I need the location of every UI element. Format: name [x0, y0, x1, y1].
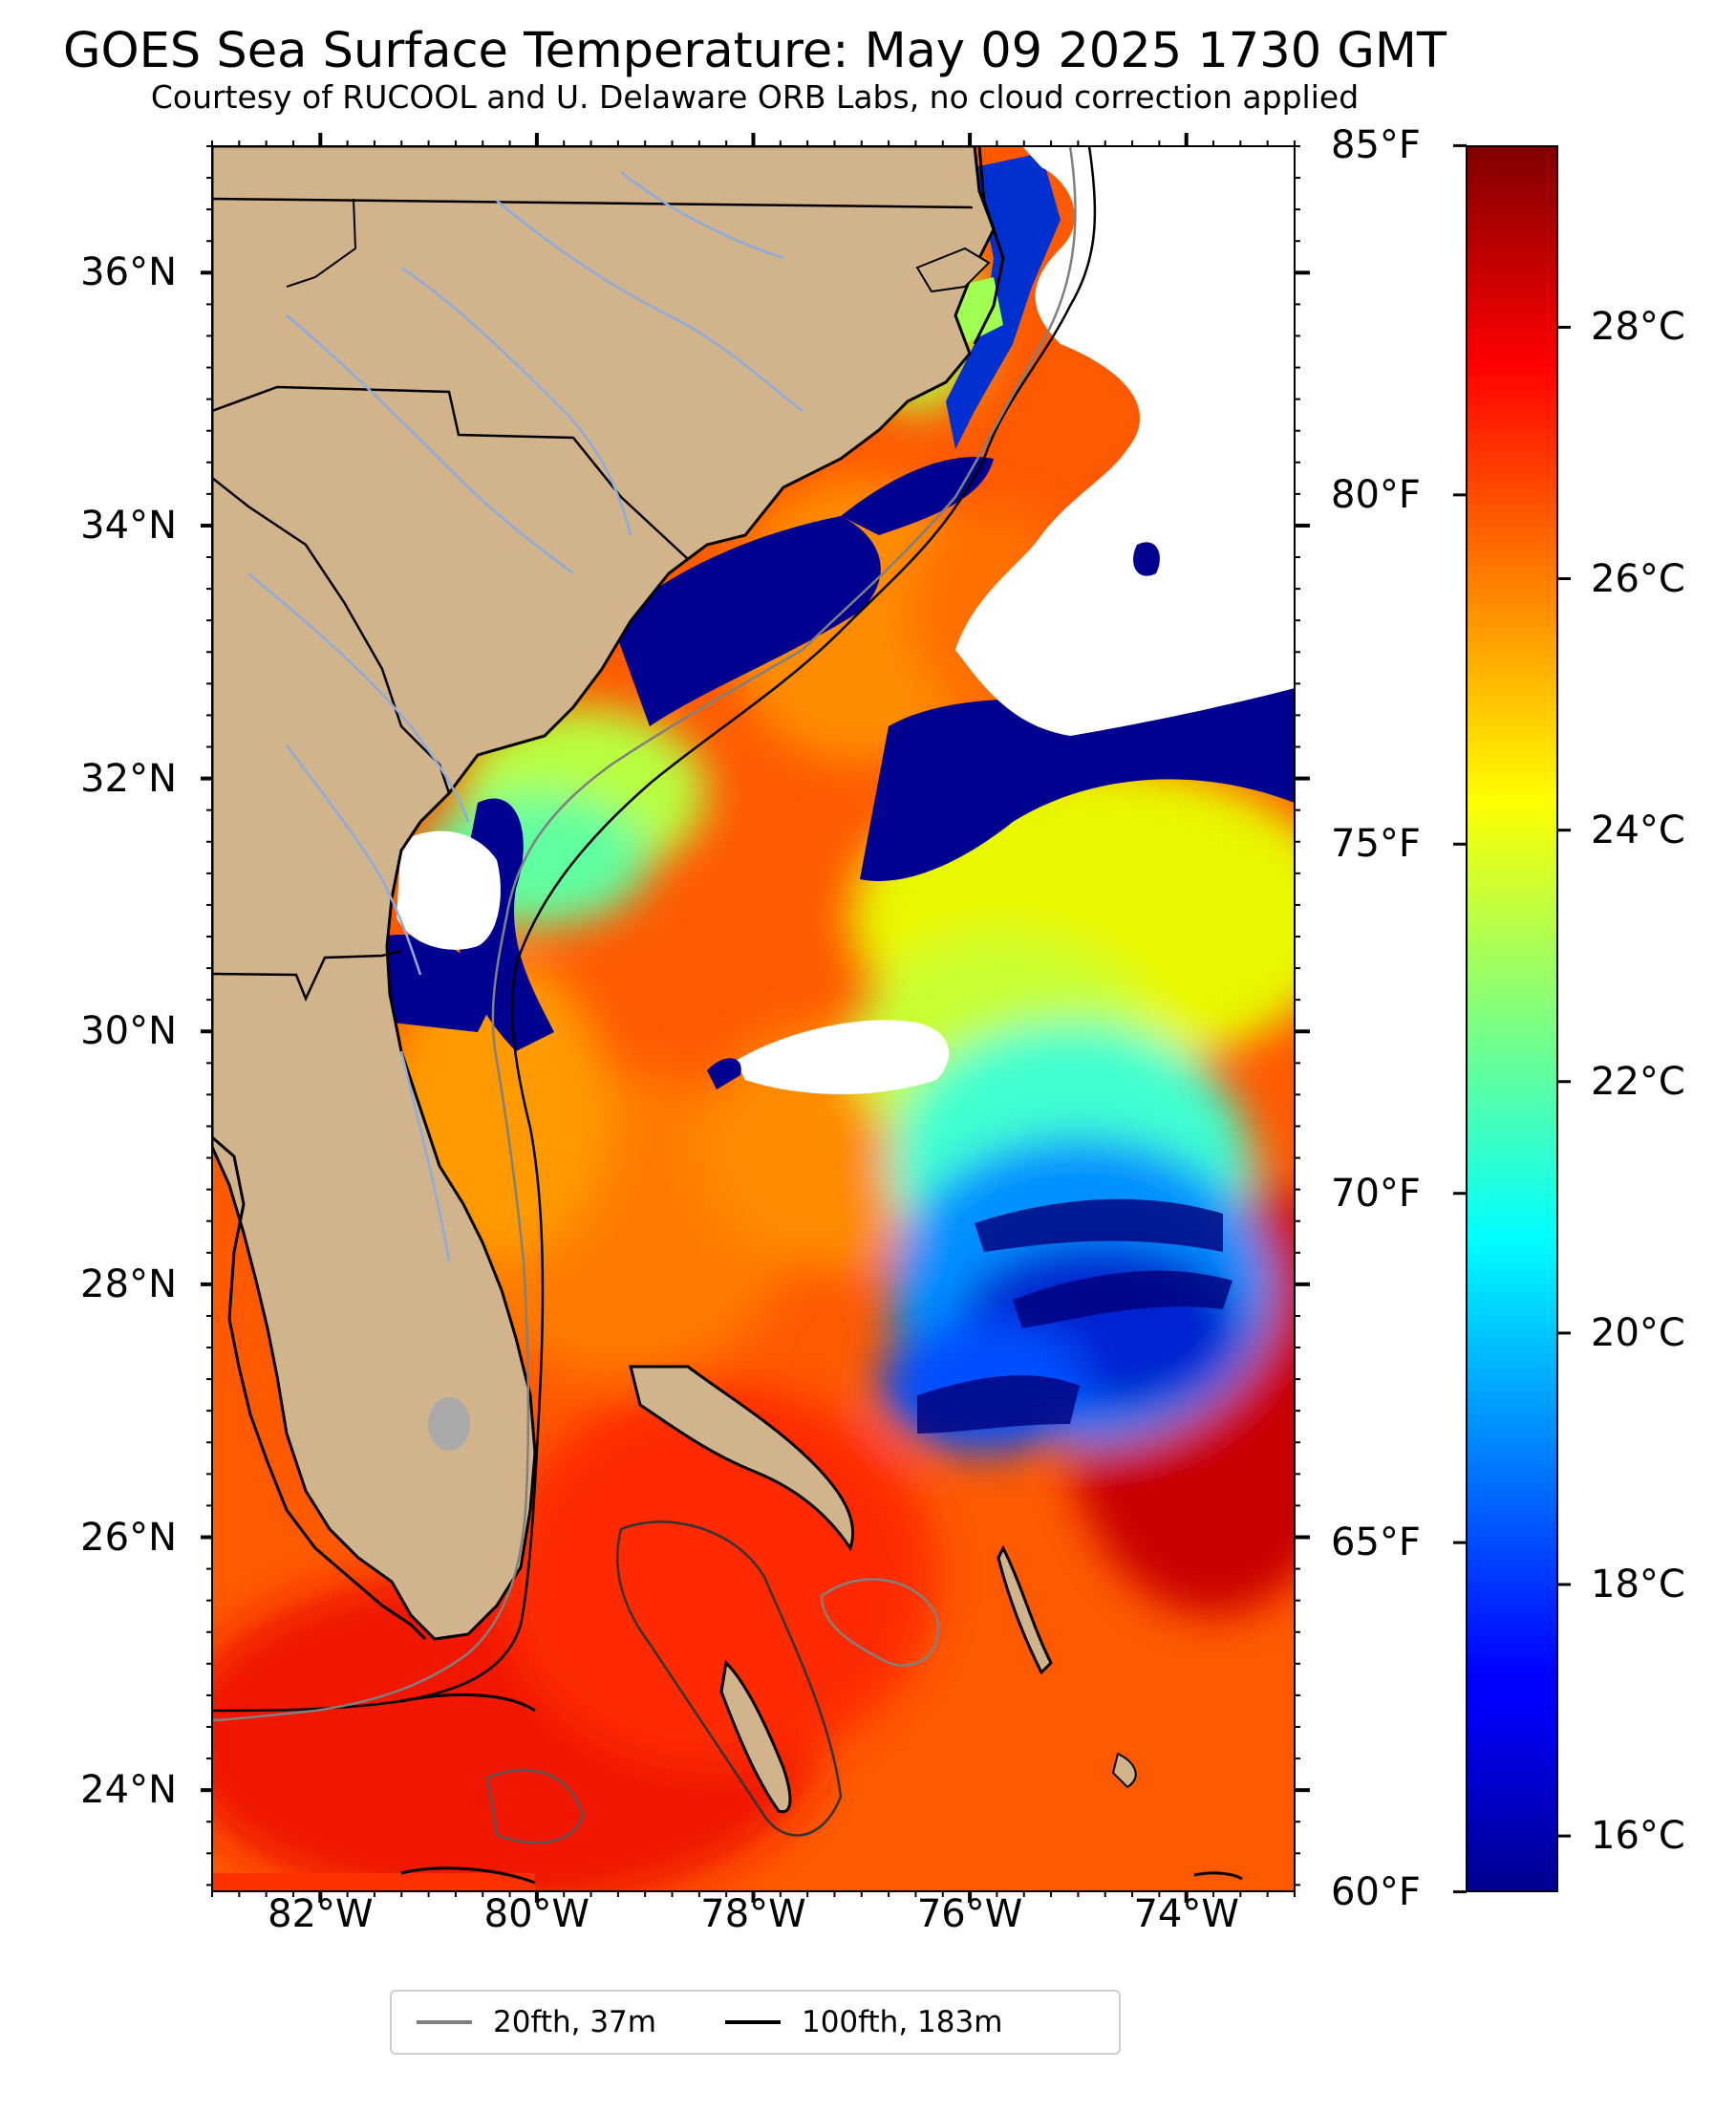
latitude-label: 26°N — [80, 1515, 177, 1560]
longitude-label: 82°W — [268, 1892, 374, 1936]
isobath-great-bahama-bank — [616, 1520, 843, 1837]
longitude-label: 78°W — [700, 1892, 806, 1936]
border-va-nc — [212, 197, 974, 209]
land-long-island-bahamas — [1111, 1752, 1137, 1789]
map-ticks — [201, 133, 1310, 1903]
border-interior — [286, 198, 357, 288]
cloud-mask-georgia — [396, 830, 501, 950]
legend-line-black — [724, 2020, 781, 2024]
latitude-label: 36°N — [80, 250, 177, 295]
border-ga-fl — [212, 949, 402, 1003]
legend: 20fth, 37m 100fth, 183m — [390, 1990, 1121, 2055]
south-edge-water — [212, 1873, 535, 1891]
isobath-cay-sal — [485, 1768, 585, 1844]
land-outer-banks-mainland — [915, 247, 991, 293]
latitude-label: 30°N — [80, 1009, 177, 1054]
cold-streak-1 — [975, 1198, 1223, 1252]
map-title: GOES Sea Surface Temperature: May 09 202… — [62, 23, 1447, 79]
land-grand-bahama-abaco — [629, 1365, 855, 1552]
celsius-label: 24°C — [1591, 808, 1685, 852]
cold-water-outer-banks — [946, 153, 1061, 449]
fahrenheit-label: 60°F — [1331, 1869, 1421, 1914]
longitude-label: 80°W — [483, 1892, 590, 1936]
latitude-label: 34°N — [80, 503, 177, 548]
legend-item-100fth: 100fth, 183m — [724, 2005, 1003, 2039]
fahrenheit-label: 65°F — [1331, 1520, 1421, 1565]
celsius-label: 18°C — [1591, 1563, 1685, 1606]
isobath-100-fathom — [212, 146, 1097, 1713]
border-nc-sc — [212, 385, 689, 560]
fahrenheit-label: 85°F — [1331, 123, 1421, 168]
cloud-edge-patch — [1133, 542, 1160, 576]
legend-line-gray — [417, 2020, 472, 2024]
latitude-label: 32°N — [80, 756, 177, 801]
legend-label: 20fth, 37m — [493, 2005, 656, 2039]
cuba-coast — [400, 1866, 536, 1885]
celsius-label: 26°C — [1591, 556, 1685, 601]
celsius-label: 16°C — [1591, 1814, 1685, 1859]
colorbar-ticks — [1453, 143, 1571, 1894]
lake-okeechobee — [428, 1397, 470, 1451]
cold-water-band-offshore — [860, 688, 1295, 881]
land-andros — [719, 1659, 792, 1814]
cold-water-ne-florida — [382, 935, 497, 1032]
map-subtitle: Courtesy of RUCOOL and U. Delaware ORB L… — [150, 78, 1360, 116]
latitude-label: 28°N — [80, 1261, 177, 1306]
latitude-label: 24°N — [80, 1768, 177, 1813]
isobath-exuma-sound — [820, 1578, 940, 1667]
legend-label: 100fth, 183m — [801, 2005, 1003, 2039]
cold-shelf-water-carolinas — [611, 516, 881, 726]
legend-item-20fth: 20fth, 37m — [417, 2005, 656, 2039]
cloud-edge-central — [707, 1058, 741, 1089]
cold-shelf-water-onslow — [841, 457, 994, 535]
outer-banks-barrier — [973, 146, 1005, 345]
longitude-label: 76°W — [916, 1892, 1023, 1936]
small-island-south — [1193, 1871, 1243, 1881]
longitude-label: 74°W — [1133, 1892, 1239, 1936]
celsius-label: 20°C — [1591, 1310, 1685, 1355]
celsius-label: 28°C — [1591, 305, 1685, 350]
isobath-20-fathom — [212, 146, 1077, 1722]
fahrenheit-label: 70°F — [1331, 1171, 1421, 1216]
fahrenheit-label: 80°F — [1331, 472, 1421, 517]
cold-streak-2 — [1013, 1270, 1232, 1328]
fahrenheit-label: 75°F — [1331, 822, 1421, 867]
rivers — [247, 171, 804, 1262]
land-eleuthera — [997, 1544, 1053, 1675]
celsius-label: 22°C — [1591, 1059, 1685, 1104]
colorbar — [1466, 145, 1558, 1892]
cloud-mask-offshore-north — [955, 146, 1295, 736]
sst-field — [212, 239, 1295, 1891]
sst-map — [212, 146, 1295, 1891]
cold-streak-3 — [917, 1375, 1080, 1434]
florida-west-coast — [212, 1135, 427, 1641]
cloud-mask-central — [736, 1020, 950, 1094]
